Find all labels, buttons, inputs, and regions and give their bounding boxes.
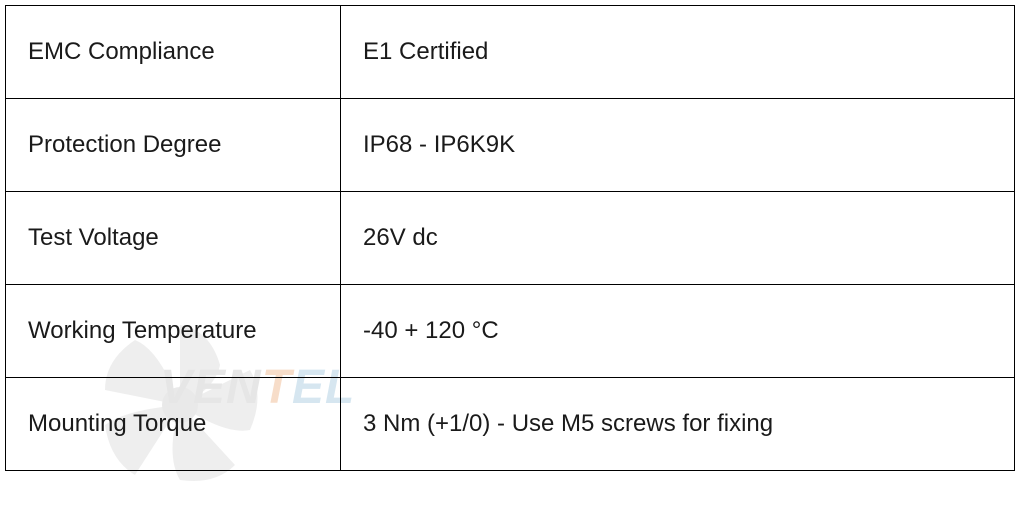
spec-label: Mounting Torque bbox=[6, 378, 341, 471]
spec-label: Protection Degree bbox=[6, 99, 341, 192]
table-row: Protection Degree IP68 - IP6K9K bbox=[6, 99, 1015, 192]
spec-value: IP68 - IP6K9K bbox=[341, 99, 1015, 192]
spec-value: 3 Nm (+1/0) - Use M5 screws for fixing bbox=[341, 378, 1015, 471]
table-row: EMC Compliance E1 Certified bbox=[6, 6, 1015, 99]
table-row: Working Temperature -40 + 120 °C bbox=[6, 285, 1015, 378]
table-row: Test Voltage 26V dc bbox=[6, 192, 1015, 285]
table-row: Mounting Torque 3 Nm (+1/0) - Use M5 scr… bbox=[6, 378, 1015, 471]
spec-value: E1 Certified bbox=[341, 6, 1015, 99]
spec-label: Test Voltage bbox=[6, 192, 341, 285]
spec-value: 26V dc bbox=[341, 192, 1015, 285]
spec-label: EMC Compliance bbox=[6, 6, 341, 99]
spec-label: Working Temperature bbox=[6, 285, 341, 378]
specs-table: EMC Compliance E1 Certified Protection D… bbox=[5, 5, 1015, 471]
spec-value: -40 + 120 °C bbox=[341, 285, 1015, 378]
